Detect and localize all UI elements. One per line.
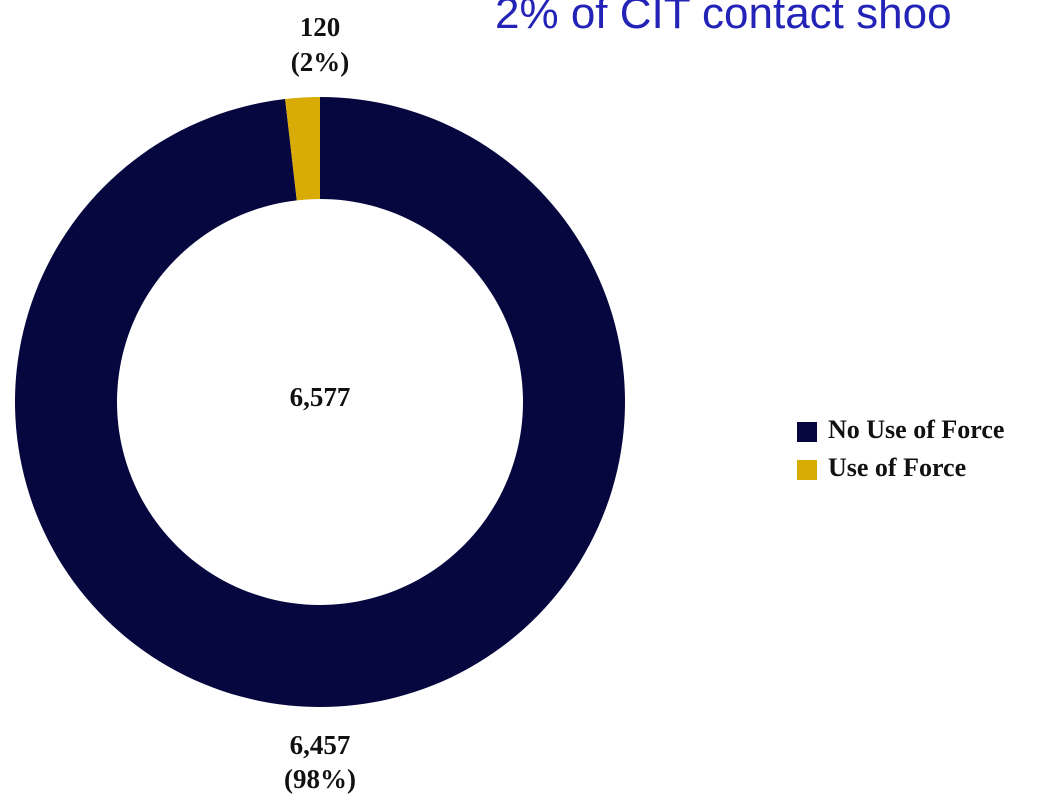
value-label: 120 xyxy=(300,12,341,42)
legend-swatch xyxy=(797,422,817,442)
donut-slice xyxy=(285,97,320,201)
donut-slice xyxy=(14,97,625,707)
value-label: 6,457 xyxy=(290,730,351,760)
total-label: 6,577 xyxy=(290,382,351,412)
chart-title: 2% of CIT contact shoo xyxy=(495,0,952,38)
legend-label: Use of Force xyxy=(828,453,966,482)
percentage-label: (98%) xyxy=(284,764,356,794)
legend-label: No Use of Force xyxy=(828,415,1004,444)
legend-swatch xyxy=(797,460,817,480)
percentage-label: (2%) xyxy=(291,47,349,77)
